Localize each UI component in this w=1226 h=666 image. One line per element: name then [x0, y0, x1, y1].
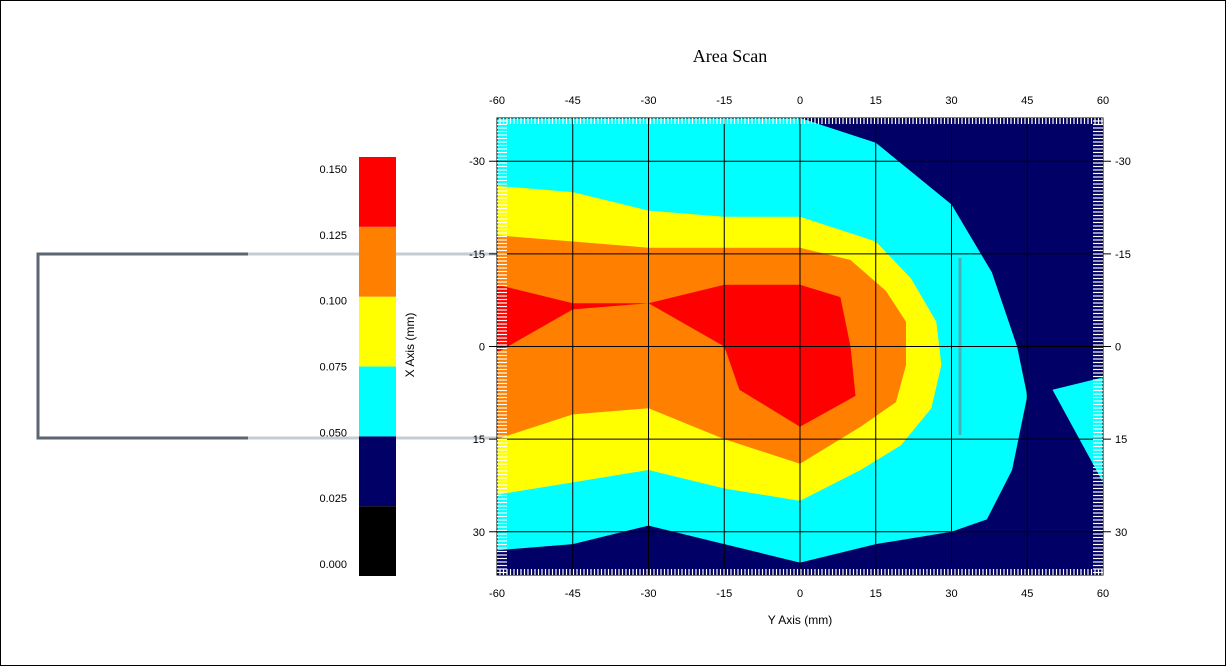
grid-lines	[496, 117, 1104, 576]
legend-label: 0.150	[319, 164, 347, 176]
legend-label: 0.025	[319, 493, 347, 505]
y-tick-label-left: -30	[469, 156, 485, 168]
x-tick-label-top: 0	[797, 95, 803, 107]
x-tick-label-top: 15	[870, 95, 882, 107]
legend-label: 0.050	[319, 427, 347, 439]
legend-label: 0.125	[319, 230, 347, 242]
x-tick-label-bottom: -15	[716, 588, 732, 600]
y-tick-label-left: 15	[473, 434, 485, 446]
legend-swatch	[359, 157, 396, 227]
y-tick-label-right: 0	[1115, 342, 1121, 354]
x-tick-label-top: 30	[945, 95, 957, 107]
x-tick-label-top: -45	[565, 95, 581, 107]
color-legend: 0.150 0.125 0.100 0.075 0.050 0.025 0.000	[319, 157, 396, 576]
y-tick-label-right: -30	[1115, 156, 1131, 168]
bracket-outline	[36, 252, 248, 440]
x-tick-label-bottom: -45	[565, 588, 581, 600]
legend-label: 0.100	[319, 296, 347, 308]
x-tick-label-bottom: 60	[1097, 588, 1109, 600]
x-tick-label-top: -30	[641, 95, 657, 107]
x-tick-label-top: -60	[489, 95, 505, 107]
x-tick-label-top: -15	[716, 95, 732, 107]
y-tick-label-right: 30	[1115, 527, 1127, 539]
y-tick-label-right: 15	[1115, 434, 1127, 446]
x-axis-label: Y Axis (mm)	[768, 613, 832, 627]
tick-labels: -60 -60 -45 -45 -30 -30 -15 -15 0 0 15 15 30 30 45 45 60…	[469, 95, 1131, 600]
x-tick-label-top: 45	[1021, 95, 1033, 107]
legend-swatch	[359, 296, 396, 367]
x-tick-label-top: 60	[1097, 95, 1109, 107]
legend-swatch	[359, 436, 396, 507]
legend-swatch	[359, 506, 396, 576]
x-tick-label-bottom: 30	[945, 588, 957, 600]
legend-label: 0.075	[319, 362, 347, 374]
y-tick-label-left: -15	[469, 249, 485, 261]
contour-region	[497, 284, 856, 427]
x-tick-label-bottom: -30	[641, 588, 657, 600]
legend-swatch	[359, 226, 396, 297]
y-tick-label-left: 0	[479, 342, 485, 354]
x-tick-label-bottom: 45	[1021, 588, 1033, 600]
y-tick-label-left: 30	[473, 527, 485, 539]
contour-region	[1052, 377, 1103, 483]
probe-outline	[36, 252, 497, 440]
x-tick-label-bottom: -60	[489, 588, 505, 600]
legend-swatch	[359, 366, 396, 437]
y-axis-label: X Axis (mm)	[403, 313, 417, 378]
chart-title: Area Scan	[693, 46, 767, 66]
y-tick-label-right: -15	[1115, 249, 1131, 261]
legend-label: 0.000	[319, 559, 347, 571]
x-tick-label-bottom: 15	[870, 588, 882, 600]
x-tick-label-bottom: 0	[797, 588, 803, 600]
